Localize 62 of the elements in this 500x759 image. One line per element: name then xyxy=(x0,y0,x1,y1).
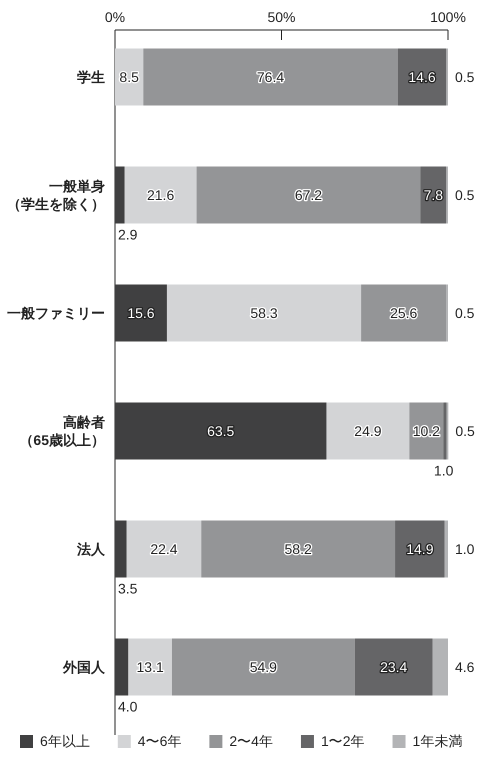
data-label: 24.9 xyxy=(354,423,382,439)
data-label: 58.3 xyxy=(250,305,278,321)
y-tick-label: 高齢者（65歳以上） xyxy=(19,414,105,448)
data-label: 4.6 xyxy=(455,659,475,675)
data-label: 2.9 xyxy=(118,226,138,242)
data-label: 0.5 xyxy=(455,305,475,321)
bar xyxy=(196,166,420,224)
bar xyxy=(395,520,445,578)
data-label: 15.6 xyxy=(127,305,155,321)
bar xyxy=(361,284,446,342)
bar xyxy=(115,166,125,224)
y-tick-label: 一般ファミリー xyxy=(7,305,105,321)
data-label: 63.5 xyxy=(207,423,235,439)
data-label: 76.4 xyxy=(256,69,284,85)
x-tick-label: 50% xyxy=(267,9,296,25)
bar xyxy=(432,638,448,696)
bar xyxy=(166,284,362,342)
bar xyxy=(443,402,447,460)
legend-label: 6年以上 xyxy=(40,733,90,749)
data-label: 67.2 xyxy=(294,187,322,203)
data-label: 7.8 xyxy=(424,187,444,203)
bar xyxy=(201,520,396,578)
data-label: 14.9 xyxy=(406,541,434,557)
data-label: 8.5 xyxy=(119,69,140,85)
bar xyxy=(172,638,355,696)
bar xyxy=(326,402,410,460)
data-label: 23.4 xyxy=(380,659,408,675)
bar xyxy=(126,520,202,578)
data-label: 21.6 xyxy=(146,187,174,203)
bar xyxy=(115,638,128,696)
bar xyxy=(444,520,448,578)
data-label: 25.6 xyxy=(390,305,418,321)
y-tick-label: 学生 xyxy=(77,69,105,85)
data-label: 58.2 xyxy=(284,541,312,557)
legend-label: 1年未満 xyxy=(412,733,462,749)
legend-label: 2〜4年 xyxy=(229,733,273,749)
legend-label: 1〜2年 xyxy=(320,733,365,749)
y-tick-label: 外国人 xyxy=(62,659,106,675)
bar xyxy=(143,48,398,106)
data-label: 0.5 xyxy=(455,187,475,203)
bar xyxy=(115,520,127,578)
data-label: 13.1 xyxy=(136,659,164,675)
legend-label: 4〜6年 xyxy=(138,733,182,749)
data-label: 0.5 xyxy=(455,423,476,439)
bar xyxy=(115,402,326,460)
data-label: 1.0 xyxy=(455,541,475,557)
data-label: 0.5 xyxy=(455,69,475,85)
data-label: 3.5 xyxy=(118,580,138,596)
bar xyxy=(124,166,197,224)
bar xyxy=(354,638,433,696)
y-tick-label: 法人 xyxy=(76,541,106,557)
y-tick-label: 一般単身（学生を除く） xyxy=(7,178,105,212)
bar xyxy=(398,48,446,106)
x-tick-label: 100% xyxy=(430,9,466,25)
data-label: 14.6 xyxy=(408,69,436,85)
bar xyxy=(115,284,167,342)
data-label: 54.9 xyxy=(250,659,278,675)
data-label: 22.4 xyxy=(150,541,178,557)
data-label: 4.0 xyxy=(118,698,138,714)
data-label: 10.2 xyxy=(412,423,440,439)
x-tick-label: 0% xyxy=(104,9,126,25)
data-label: 1.0 xyxy=(434,462,454,478)
